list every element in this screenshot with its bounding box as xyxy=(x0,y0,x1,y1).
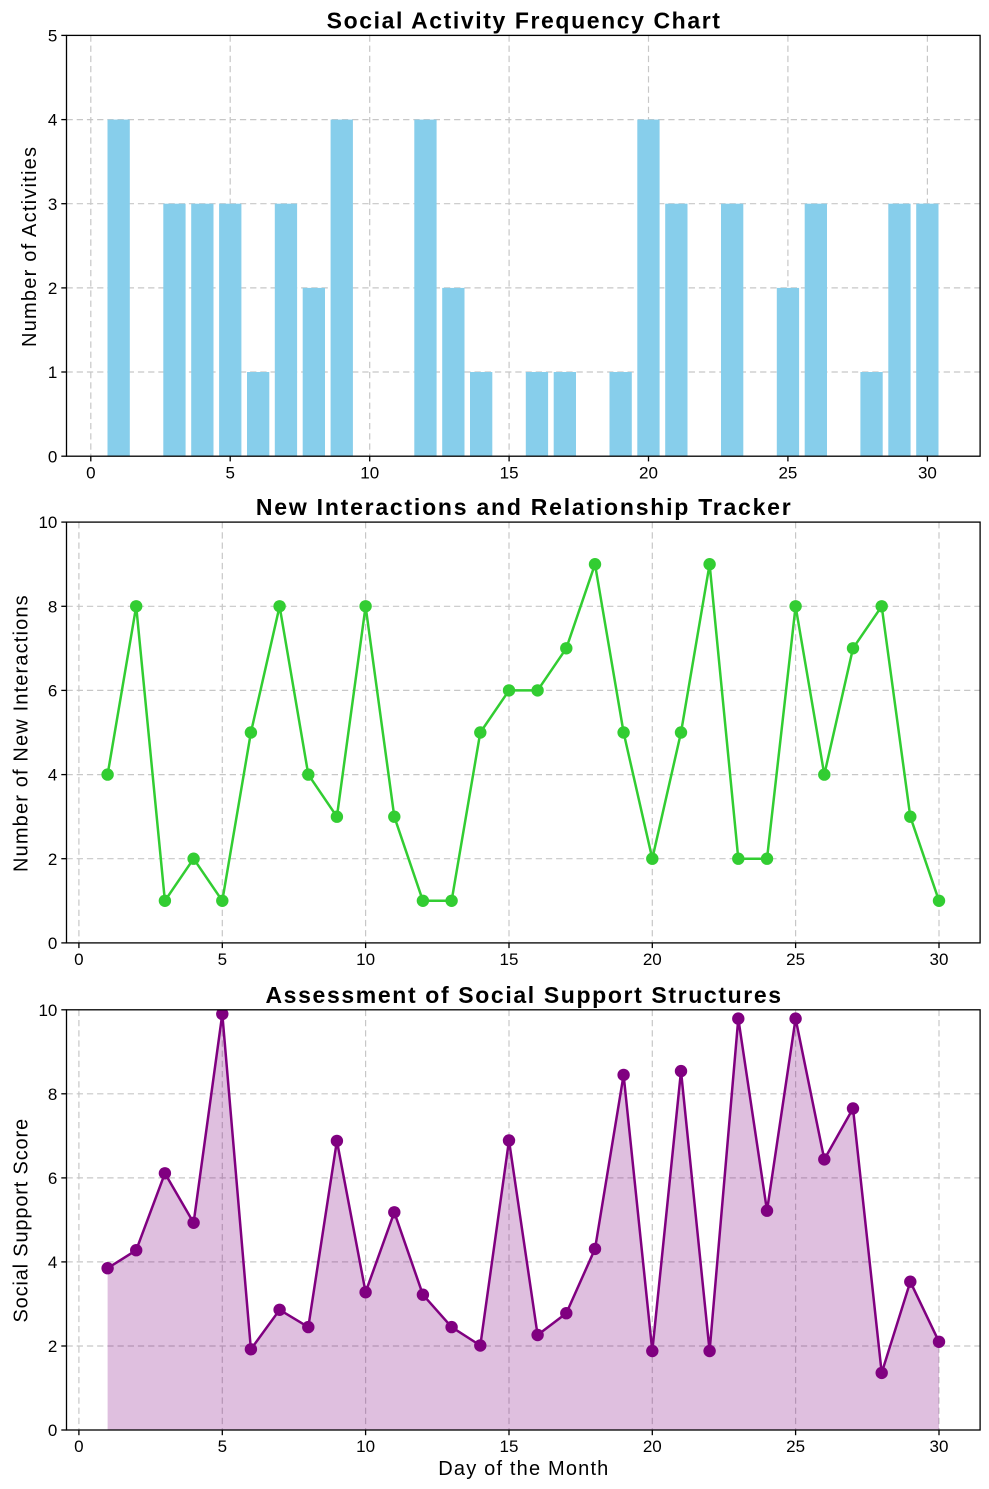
svg-text:25: 25 xyxy=(778,463,797,482)
svg-text:4: 4 xyxy=(48,1253,57,1272)
svg-text:30: 30 xyxy=(918,463,937,482)
svg-text:Social Activity Frequency Char: Social Activity Frequency Chart xyxy=(327,8,722,34)
svg-text:30: 30 xyxy=(930,1437,949,1456)
svg-text:6: 6 xyxy=(48,1169,57,1188)
svg-text:25: 25 xyxy=(786,1437,805,1456)
svg-text:10: 10 xyxy=(360,463,379,482)
svg-text:2: 2 xyxy=(48,850,57,869)
svg-text:New Interactions and Relations: New Interactions and Relationship Tracke… xyxy=(256,494,793,520)
svg-text:6: 6 xyxy=(48,682,57,701)
svg-text:Number of New Interactions: Number of New Interactions xyxy=(11,594,33,872)
svg-text:4: 4 xyxy=(48,111,57,130)
svg-text:Social Support Score: Social Support Score xyxy=(11,1118,33,1322)
svg-text:10: 10 xyxy=(38,513,57,532)
svg-text:0: 0 xyxy=(48,447,57,466)
svg-text:8: 8 xyxy=(48,597,57,616)
svg-text:15: 15 xyxy=(500,950,519,969)
svg-text:Number of Activities: Number of Activities xyxy=(19,146,41,347)
svg-text:10: 10 xyxy=(38,1001,57,1020)
svg-text:30: 30 xyxy=(930,950,949,969)
svg-text:10: 10 xyxy=(356,950,375,969)
svg-text:15: 15 xyxy=(500,463,519,482)
svg-text:0: 0 xyxy=(48,934,57,953)
svg-text:5: 5 xyxy=(225,463,234,482)
svg-text:5: 5 xyxy=(48,27,57,46)
svg-text:10: 10 xyxy=(356,1437,375,1456)
svg-text:5: 5 xyxy=(218,950,227,969)
svg-text:15: 15 xyxy=(500,1437,519,1456)
svg-text:20: 20 xyxy=(639,463,658,482)
svg-text:5: 5 xyxy=(218,1437,227,1456)
svg-text:20: 20 xyxy=(643,950,662,969)
svg-text:20: 20 xyxy=(643,1437,662,1456)
svg-text:0: 0 xyxy=(74,1437,83,1456)
svg-text:4: 4 xyxy=(48,766,57,785)
svg-text:2: 2 xyxy=(48,1337,57,1356)
svg-text:Assessment of Social Support S: Assessment of Social Support Structures xyxy=(265,982,782,1008)
svg-text:1: 1 xyxy=(48,363,57,382)
svg-text:0: 0 xyxy=(74,950,83,969)
svg-text:8: 8 xyxy=(48,1085,57,1104)
svg-text:0: 0 xyxy=(48,1421,57,1440)
svg-text:3: 3 xyxy=(48,195,57,214)
svg-text:0: 0 xyxy=(86,463,95,482)
svg-text:25: 25 xyxy=(786,950,805,969)
svg-text:Day of the Month: Day of the Month xyxy=(438,1458,609,1480)
svg-text:2: 2 xyxy=(48,279,57,298)
